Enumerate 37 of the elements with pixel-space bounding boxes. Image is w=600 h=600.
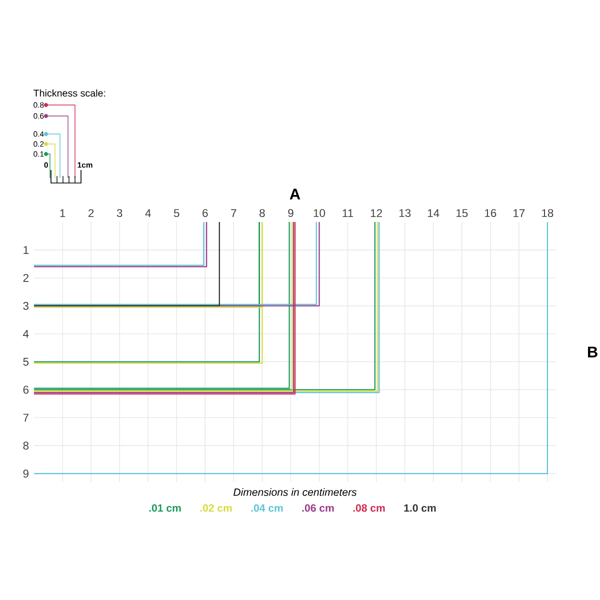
text: .04 cm: [251, 504, 283, 512]
x-axis-title: A: [290, 188, 300, 200]
x-tick-label: 15: [456, 209, 468, 218]
x-tick-label: 8: [260, 209, 265, 218]
x-tick-label: 10: [314, 209, 326, 218]
y-tick-label: 5: [23, 358, 29, 366]
x-tick-label: 1: [60, 209, 66, 218]
y-tick-label: 1: [24, 246, 28, 254]
x-tick-label: 18: [542, 209, 554, 218]
text: .01 cm: [149, 504, 181, 512]
y-tick-label: 6: [23, 386, 29, 394]
y-tick-label: 4: [23, 330, 29, 338]
x-tick-label: 6: [202, 209, 208, 218]
y-axis-title: B: [588, 346, 598, 358]
x-tick-label: 17: [514, 209, 525, 218]
y-tick-label: 7: [23, 414, 28, 422]
text: Thickness scale:: [34, 89, 106, 97]
y-tick-label: 8: [23, 442, 29, 450]
x-tick-label: 5: [174, 209, 180, 218]
x-tick-label: 9: [288, 209, 294, 218]
x-tick-label: 2: [88, 209, 94, 218]
text: 1.0 cm: [404, 504, 436, 512]
x-tick-label: 12: [370, 209, 382, 218]
x-tick-label: 16: [485, 209, 496, 218]
x-tick-label: 3: [116, 209, 122, 218]
x-tick-label: 13: [399, 209, 411, 218]
x-tick-label: 4: [145, 209, 151, 218]
y-tick-label: 9: [23, 470, 28, 478]
text: .08 cm: [353, 504, 385, 512]
y-tick-label: 3: [23, 302, 29, 310]
y-tick-label: 2: [23, 274, 28, 282]
x-tick-label: 14: [428, 209, 440, 218]
x-tick-label: 7: [231, 209, 236, 218]
text: .06 cm: [302, 504, 334, 512]
text: .02 cm: [200, 504, 232, 512]
text: Dimensions in centimeters: [234, 488, 357, 496]
x-tick-label: 11: [342, 209, 354, 218]
